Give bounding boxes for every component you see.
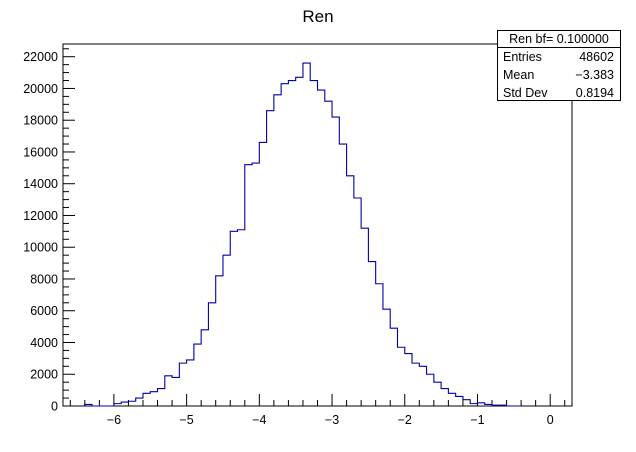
stats-row-stddev: Std Dev 0.8194 xyxy=(498,84,620,102)
stats-header: Ren bf= 0.100000 xyxy=(498,31,620,48)
y-tick-label: 6000 xyxy=(30,304,58,318)
stats-value: 0.8194 xyxy=(575,86,614,100)
y-tick-label: 0 xyxy=(51,400,58,414)
y-tick-label: 20000 xyxy=(23,82,58,96)
y-tick-label: 22000 xyxy=(23,50,58,64)
chart-title: Ren xyxy=(302,7,333,26)
x-tick-label: −1 xyxy=(470,413,484,427)
y-tick-label: 8000 xyxy=(30,272,58,286)
x-tick-label: −6 xyxy=(107,413,121,427)
stats-label: Mean xyxy=(503,68,535,82)
y-tick-label: 2000 xyxy=(30,368,58,382)
y-tick-label: 14000 xyxy=(23,177,58,191)
y-tick-label: 18000 xyxy=(23,114,58,128)
stats-label: Entries xyxy=(503,50,542,64)
x-tick-label: −2 xyxy=(398,413,412,427)
y-axis: 0 2000 4000 6000 8000 10000 12000 14000 16000 180… xyxy=(23,48,75,414)
x-tick-label: −5 xyxy=(179,413,193,427)
stats-value: −3.383 xyxy=(575,68,614,82)
stats-box: Ren bf= 0.100000 Entries 48602 Mean −3.3… xyxy=(497,30,621,101)
x-tick-label: 0 xyxy=(547,413,554,427)
y-tick-label: 16000 xyxy=(23,145,58,159)
histogram-series-line xyxy=(84,62,522,407)
y-tick-label: 10000 xyxy=(23,241,58,255)
stats-label: Std Dev xyxy=(503,86,548,100)
stats-row-mean: Mean −3.383 xyxy=(498,66,620,84)
stats-row-entries: Entries 48602 xyxy=(498,48,620,66)
x-tick-label: −3 xyxy=(325,413,339,427)
y-tick-label: 4000 xyxy=(30,336,58,350)
plot-frame xyxy=(62,43,573,407)
stats-value: 48602 xyxy=(579,50,614,64)
x-tick-label: −4 xyxy=(252,413,266,427)
y-tick-label: 12000 xyxy=(23,209,58,223)
x-axis: −6 −5 −4 −3 −2 −1 0 xyxy=(69,394,566,427)
